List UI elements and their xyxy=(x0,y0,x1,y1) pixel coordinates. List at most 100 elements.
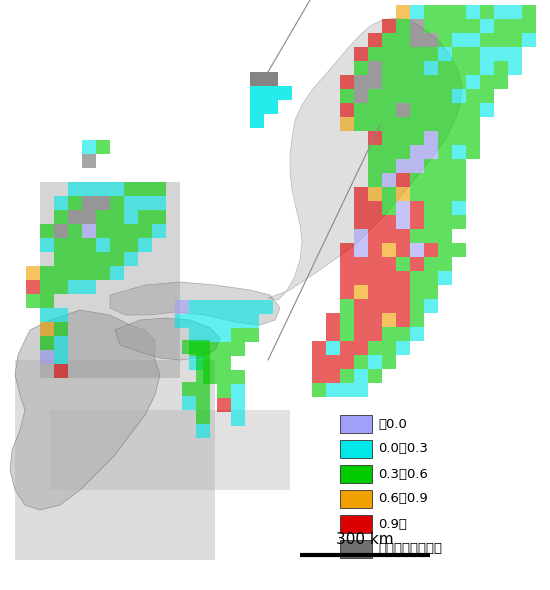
Bar xyxy=(368,257,382,271)
Bar xyxy=(68,266,82,280)
Bar xyxy=(410,243,424,257)
Bar xyxy=(152,210,166,224)
Bar xyxy=(138,294,152,308)
Bar xyxy=(312,355,326,369)
Bar xyxy=(508,5,522,19)
Text: 0.6～0.9: 0.6～0.9 xyxy=(378,493,428,506)
Bar xyxy=(508,61,522,75)
Bar xyxy=(382,327,396,341)
Bar xyxy=(124,350,138,364)
Bar xyxy=(196,382,210,396)
Bar xyxy=(340,383,354,397)
Bar xyxy=(166,266,180,280)
Bar xyxy=(138,308,152,322)
Bar xyxy=(410,89,424,103)
Bar xyxy=(138,252,152,266)
Bar xyxy=(382,103,396,117)
Bar xyxy=(438,75,452,89)
Bar xyxy=(368,159,382,173)
Bar xyxy=(466,61,480,75)
Bar xyxy=(54,350,68,364)
Bar xyxy=(368,201,382,215)
Bar xyxy=(354,229,368,243)
Bar xyxy=(354,89,368,103)
Bar xyxy=(40,336,54,350)
Bar xyxy=(382,285,396,299)
Bar xyxy=(382,341,396,355)
Bar xyxy=(231,314,245,328)
Bar xyxy=(96,210,110,224)
Bar xyxy=(54,322,68,336)
Bar xyxy=(396,75,410,89)
Bar xyxy=(54,210,68,224)
Bar xyxy=(368,187,382,201)
Bar xyxy=(340,515,372,533)
Bar xyxy=(382,229,396,243)
Bar xyxy=(166,252,180,266)
Bar xyxy=(368,243,382,257)
Bar xyxy=(368,117,382,131)
Bar xyxy=(217,300,231,314)
Bar xyxy=(438,19,452,33)
Bar xyxy=(438,131,452,145)
Bar xyxy=(368,341,382,355)
Bar xyxy=(110,350,124,364)
Bar xyxy=(480,33,494,47)
Bar xyxy=(466,117,480,131)
Text: 300 km: 300 km xyxy=(336,532,394,547)
Bar xyxy=(522,19,536,33)
Bar xyxy=(50,410,290,490)
Bar xyxy=(196,354,210,368)
Bar xyxy=(250,86,264,100)
Bar xyxy=(152,336,166,350)
Bar xyxy=(424,131,438,145)
Bar xyxy=(68,252,82,266)
Bar xyxy=(396,257,410,271)
Bar xyxy=(382,257,396,271)
Bar xyxy=(124,182,138,196)
Bar xyxy=(110,182,124,196)
Bar xyxy=(410,257,424,271)
Bar xyxy=(368,215,382,229)
Bar xyxy=(452,33,466,47)
Bar xyxy=(410,5,424,19)
Bar xyxy=(264,100,278,114)
Bar xyxy=(424,243,438,257)
Bar xyxy=(217,328,231,342)
Bar xyxy=(68,322,82,336)
Bar xyxy=(82,350,96,364)
Bar xyxy=(424,159,438,173)
Bar xyxy=(138,280,152,294)
Bar xyxy=(96,294,110,308)
Bar xyxy=(466,5,480,19)
Bar xyxy=(152,266,166,280)
Bar xyxy=(82,336,96,350)
Bar xyxy=(203,300,217,314)
Bar xyxy=(54,350,68,364)
Bar xyxy=(40,210,54,224)
Bar xyxy=(410,75,424,89)
Bar xyxy=(452,5,466,19)
Bar xyxy=(438,271,452,285)
Bar xyxy=(96,182,110,196)
Bar xyxy=(382,243,396,257)
Bar xyxy=(40,308,54,322)
Bar xyxy=(340,540,372,558)
Bar xyxy=(166,238,180,252)
Bar xyxy=(438,89,452,103)
Bar xyxy=(382,187,396,201)
Bar xyxy=(278,86,292,100)
Bar xyxy=(438,215,452,229)
Bar xyxy=(124,280,138,294)
Bar xyxy=(410,215,424,229)
Bar xyxy=(152,350,166,364)
Bar xyxy=(152,294,166,308)
Bar xyxy=(396,5,410,19)
Bar xyxy=(245,328,259,342)
Bar xyxy=(189,314,203,328)
Bar xyxy=(438,201,452,215)
Bar xyxy=(68,210,82,224)
Bar xyxy=(466,103,480,117)
Bar xyxy=(166,196,180,210)
Bar xyxy=(354,187,368,201)
